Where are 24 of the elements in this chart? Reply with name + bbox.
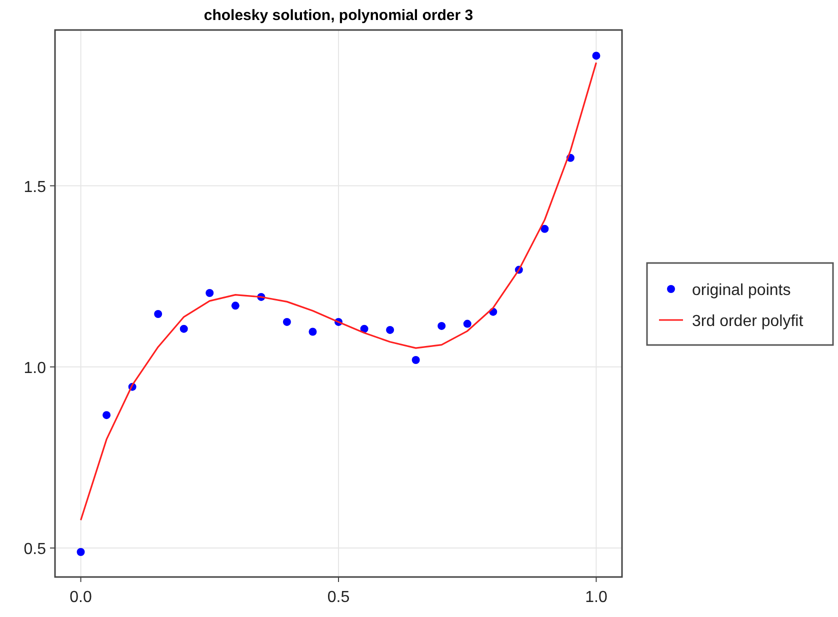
legend-label: 3rd order polyfit [692, 313, 804, 330]
x-tick-label: 0.0 [70, 589, 92, 606]
point [231, 302, 240, 310]
point [540, 224, 549, 233]
y-tick-label: 1.5 [24, 178, 46, 196]
y-tick-label: 0.5 [24, 541, 46, 558]
point [180, 324, 188, 333]
x-tick-label: 0.5 [327, 589, 350, 606]
y-tick-label: 1.0 [24, 360, 46, 377]
point [463, 320, 472, 328]
x-tick-label: 1.0 [585, 589, 608, 606]
point [592, 52, 600, 60]
point [308, 328, 317, 336]
chart-title: cholesky solution, polynomial order 3 [204, 7, 474, 24]
line-series [80, 62, 598, 521]
point [206, 288, 214, 297]
legend-label: original points [692, 282, 791, 299]
point [102, 411, 111, 420]
point [282, 318, 291, 326]
point [386, 326, 394, 334]
point [412, 356, 420, 364]
point [438, 322, 446, 330]
point [76, 548, 85, 556]
point [154, 310, 162, 318]
